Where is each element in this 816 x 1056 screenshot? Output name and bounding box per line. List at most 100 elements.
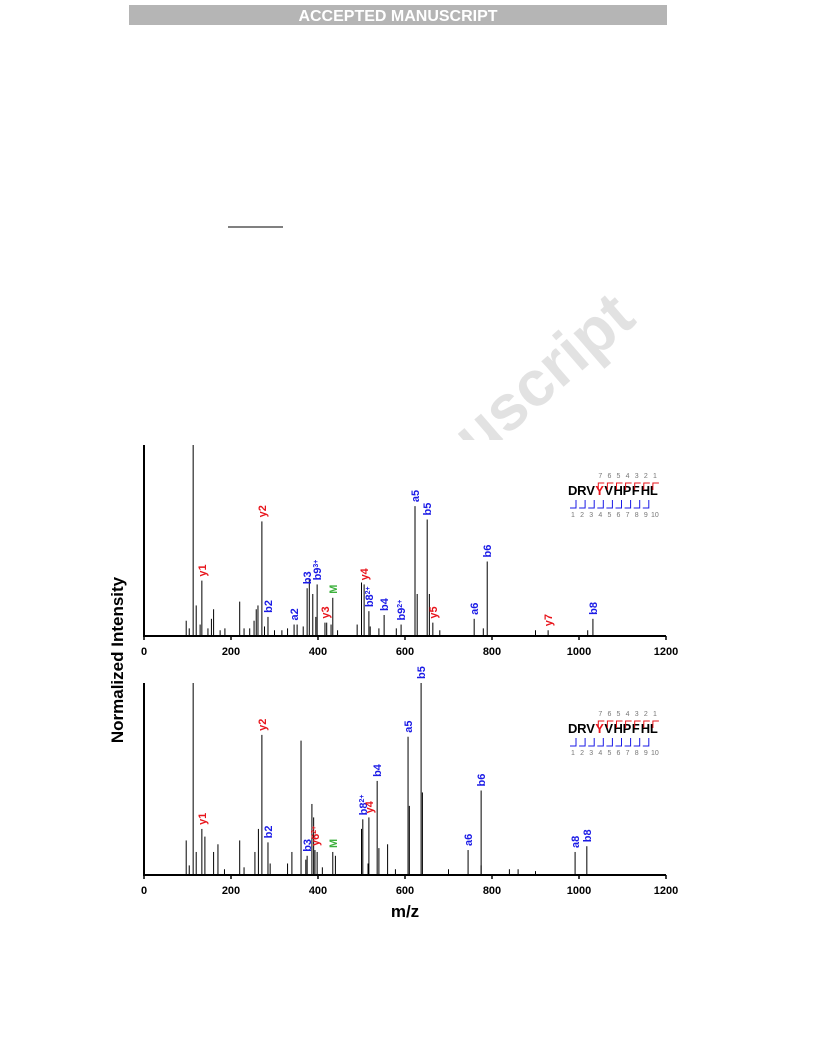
ion-name: y4: [364, 800, 376, 813]
ion-label: M: [328, 585, 340, 594]
ion-label: b93+: [312, 560, 324, 581]
ion-name: y1: [197, 813, 209, 825]
ion-name: a5: [410, 490, 422, 502]
y-bracket: [606, 482, 614, 490]
b-bracket: [579, 500, 586, 509]
ion-name: y2: [257, 505, 269, 517]
y-bracket: [616, 482, 623, 490]
b-bracket: [597, 738, 604, 747]
ion-name: b8: [582, 829, 594, 842]
x-tick-label: 1000: [567, 885, 591, 897]
x-tick-label: 800: [483, 646, 501, 658]
x-tick-label: 600: [396, 646, 414, 658]
ion-label: b3: [302, 839, 314, 852]
b-ion-number: 8: [635, 750, 639, 757]
b-ion-number: 2: [580, 512, 584, 519]
banner-text: ACCEPTED MANUSCRIPT: [298, 8, 497, 25]
ion-name: b8: [358, 802, 370, 815]
ion-label: y62+: [310, 826, 322, 846]
ion-name: y7: [543, 614, 555, 626]
b-ion-number: 2: [580, 750, 584, 757]
residue: F: [632, 483, 640, 498]
b-ion-number: 6: [617, 512, 621, 519]
b-bracket: [624, 500, 632, 509]
ion-charge: 2+: [358, 794, 365, 802]
y-bracket: [652, 720, 659, 728]
ion-label: a5: [410, 490, 422, 502]
ion-name: b5: [422, 503, 434, 516]
b-ion-number: 9: [644, 512, 648, 519]
b-bracket: [579, 738, 586, 747]
residue: F: [632, 721, 640, 736]
ion-name: y6: [310, 834, 322, 846]
b-bracket: [633, 500, 641, 509]
ion-charge: 3+: [313, 560, 320, 568]
y-ion-number: 6: [607, 473, 611, 480]
b-bracket: [615, 738, 622, 747]
ion-label: a6: [463, 834, 475, 846]
residue: R: [577, 483, 587, 498]
ion-name: b9: [312, 568, 324, 581]
b-bracket: [588, 738, 595, 747]
ion-charge: 2+: [310, 826, 317, 834]
b-ion-number: 3: [589, 512, 593, 519]
residue: P: [623, 721, 632, 736]
ion-label: y3: [320, 606, 332, 618]
ion-name: b3: [302, 571, 314, 584]
ion-name: y2: [257, 719, 269, 731]
y-bracket: [625, 720, 632, 728]
x-tick-label: 800: [483, 885, 501, 897]
residue: L: [650, 483, 658, 498]
ion-label: a2: [289, 608, 301, 620]
ion-label: b4: [372, 763, 384, 777]
b-ion-number: 8: [635, 512, 639, 519]
ion-label: y5: [428, 606, 440, 618]
residue: Y: [595, 483, 604, 498]
ion-name: b6: [482, 545, 494, 558]
y-ion-number: 1: [653, 473, 657, 480]
ion-charge: 2+: [364, 586, 371, 594]
ion-label: y2: [257, 505, 269, 517]
residue: H: [641, 483, 650, 498]
ion-label: a5: [403, 721, 415, 733]
y-bracket: [597, 720, 605, 728]
b-ion-number: 6: [617, 750, 621, 757]
b-bracket: [570, 738, 577, 747]
ion-name: y4: [359, 567, 371, 580]
b-ion-number: 7: [626, 512, 630, 519]
x-tick-label: 1000: [567, 646, 591, 658]
b-ion-number: 4: [598, 512, 602, 519]
y-bracket: [643, 482, 650, 490]
ion-label: b4: [379, 597, 391, 611]
x-tick-label: 400: [309, 885, 327, 897]
ion-name: b4: [379, 597, 391, 611]
x-tick-label: 200: [222, 885, 240, 897]
x-tick-label: 400: [309, 646, 327, 658]
ion-charge: 2+: [397, 600, 404, 608]
b-bracket: [624, 738, 632, 747]
y-bracket: [606, 720, 614, 728]
b-bracket: [606, 500, 613, 509]
y-ion-number: 5: [617, 711, 621, 718]
b-bracket: [606, 738, 613, 747]
residue: H: [641, 721, 650, 736]
sequence: DRVYVHPFHL: [568, 483, 658, 498]
b-ion-number: 9: [644, 750, 648, 757]
ion-name: b4: [372, 763, 384, 777]
ion-name: a5: [403, 721, 415, 733]
y-ion-number: 7: [598, 473, 602, 480]
ion-name: b8: [364, 594, 376, 607]
b-ion-number: 10: [651, 750, 659, 757]
ion-name: a8: [570, 836, 582, 848]
residue: P: [623, 483, 632, 498]
b-bracket: [642, 738, 650, 747]
y-ion-number: 7: [598, 711, 602, 718]
residue: R: [577, 721, 587, 736]
residue: D: [568, 483, 577, 498]
x-tick-label: 0: [141, 885, 147, 897]
residue: V: [586, 721, 595, 736]
y-ion-number: 6: [607, 711, 611, 718]
y-bracket: [634, 482, 641, 490]
ion-name: b9: [396, 608, 408, 621]
